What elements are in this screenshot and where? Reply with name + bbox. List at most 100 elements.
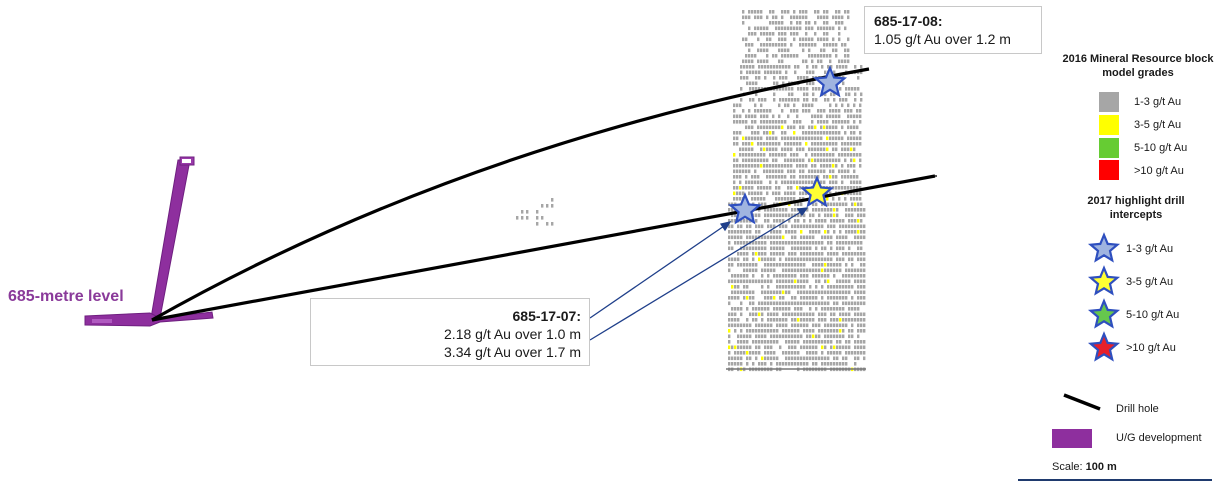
block-cell [844, 54, 847, 58]
block-cell [835, 10, 838, 14]
block-cell [805, 32, 808, 36]
block-cell [788, 268, 791, 273]
block-cell [731, 274, 734, 278]
block-cell [818, 252, 821, 256]
block-cell [737, 263, 740, 267]
block-cell [751, 164, 754, 168]
block-cell [751, 32, 754, 36]
block-cell [802, 147, 805, 152]
block-cell [797, 263, 800, 267]
block-cell [854, 92, 857, 97]
block-cell [767, 340, 770, 344]
block-cell [734, 312, 737, 317]
block-cell [742, 164, 745, 168]
block-cell [829, 103, 832, 108]
block-cell [758, 87, 761, 91]
block-cell [856, 136, 859, 141]
block-cell [778, 120, 781, 124]
block-cell [806, 92, 809, 97]
block-cell [736, 191, 739, 196]
block-cell [808, 37, 811, 42]
block-cell [841, 175, 844, 179]
block-cell [860, 351, 863, 355]
block-cell [742, 147, 745, 152]
block-cell [806, 98, 809, 102]
block-cell [842, 202, 845, 207]
block-cell [829, 109, 832, 113]
block-cell [770, 345, 773, 350]
block-cell [772, 21, 775, 25]
block-cell [737, 356, 740, 361]
block-cell [760, 180, 763, 185]
block-cell [800, 307, 803, 311]
block-cell [859, 136, 862, 141]
block-cell [823, 10, 826, 14]
block-cell [749, 329, 752, 333]
block-cell [836, 257, 839, 262]
block-cell [797, 362, 800, 366]
block-cell [842, 219, 845, 223]
block-cell [845, 92, 848, 97]
block-cell [749, 334, 752, 339]
block-cell [773, 224, 776, 229]
block-cell [743, 263, 746, 267]
block-cell [737, 362, 740, 366]
block-cell [833, 213, 836, 218]
block-cell [749, 87, 752, 91]
block-cell [803, 219, 806, 223]
block-cell [769, 10, 772, 14]
legend-graphics [1087, 232, 1121, 362]
block-cell [779, 285, 782, 289]
block-cell [790, 125, 793, 130]
block-cell [728, 362, 731, 366]
block-cell [802, 37, 805, 42]
block-cell [757, 125, 760, 130]
block-cell [820, 26, 823, 31]
block-cell [794, 329, 797, 333]
block-cell [851, 241, 854, 245]
block-cell [748, 191, 751, 196]
block-cell [860, 285, 863, 289]
block-cell [755, 307, 758, 311]
block-cell [758, 224, 761, 229]
block-cell [827, 98, 830, 102]
block-cell [823, 15, 826, 20]
block-cell [815, 208, 818, 212]
block-cell [800, 323, 803, 328]
block-cell [736, 169, 739, 174]
block-cell [788, 98, 791, 102]
block-cell [821, 257, 824, 262]
block-cell [781, 180, 784, 185]
block-cell [844, 142, 847, 146]
block-cell [815, 362, 818, 366]
block-cell [793, 131, 796, 135]
block-cell [833, 351, 836, 355]
block-cell [767, 345, 770, 350]
block-cell [815, 334, 818, 339]
block-cell [755, 279, 758, 284]
block-cell [763, 164, 766, 168]
block-cell [860, 208, 863, 212]
block-cell [742, 37, 745, 42]
block-cell [731, 263, 734, 267]
block-cell [850, 109, 853, 113]
block-cell [811, 136, 814, 141]
block-cell [806, 345, 809, 350]
block-cell [820, 120, 823, 124]
block-cell [737, 345, 740, 350]
block-cell [832, 158, 835, 163]
block-cell [746, 318, 749, 322]
block-cell [803, 241, 806, 245]
block-cell [790, 197, 793, 201]
block-cell [781, 48, 784, 53]
block-cell [803, 98, 806, 102]
block-cell [787, 142, 790, 146]
block-cell [844, 153, 847, 157]
block-cell [860, 301, 863, 306]
block-cell [803, 87, 806, 91]
block-cell [779, 323, 782, 328]
block-cell [835, 43, 838, 47]
block-cell [788, 274, 791, 278]
block-cell [757, 59, 760, 64]
block-cell [803, 92, 806, 97]
